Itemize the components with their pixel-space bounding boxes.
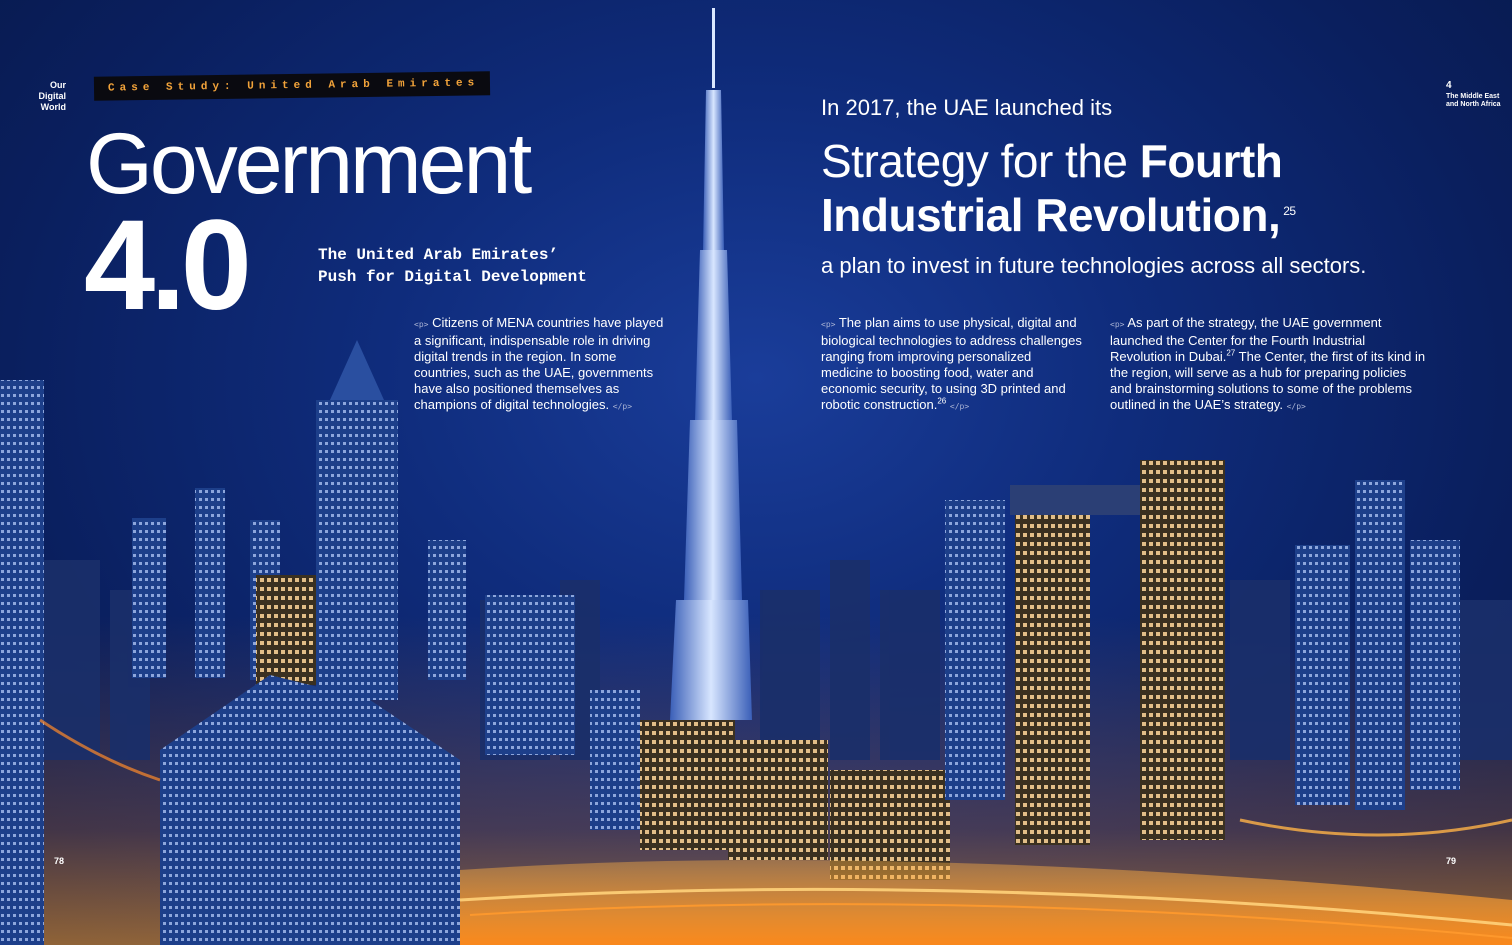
title-word: Government [86, 116, 532, 212]
close-marker: </p> [949, 402, 970, 411]
chapter-number: 4 [1446, 80, 1452, 91]
burj-khalifa [670, 8, 752, 720]
close-marker: </p> [612, 402, 633, 411]
highway-light-trails [39, 718, 1512, 945]
subtitle: The United Arab Emirates’ Push for Digit… [318, 246, 587, 286]
chapter-label: The Middle East and North Africa [1446, 93, 1501, 108]
footnote-ref-26: 26 [937, 396, 947, 406]
left-edge-tower [0, 380, 44, 945]
footnote-ref-27: 27 [1226, 348, 1236, 358]
mid-blocks [590, 690, 950, 880]
running-head-right: 4 The Middle East and North Africa [1446, 80, 1506, 109]
page-number-left: 78 [54, 856, 65, 866]
headline-bold-2: Industrial Revolution, [821, 189, 1281, 241]
open-marker: <p> [821, 320, 836, 329]
close-marker: </p> [1286, 402, 1306, 411]
title-number: 4.0 [84, 194, 252, 337]
foreground-glass-tower [160, 675, 460, 945]
pull-quote-tail: a plan to invest in future technologies … [821, 253, 1367, 278]
pull-quote-lead: In 2017, the UAE launched its [821, 95, 1113, 120]
body-column-1-text: Citizens of MENA countries have played a… [414, 315, 664, 412]
body-column-3-text-b: The Center, the first of its kind in the… [1110, 349, 1426, 412]
running-head-left: Our Digital World [38, 80, 66, 112]
body-column-2-text: The plan aims to use physical, digital a… [821, 315, 1082, 412]
body-column-3: <p> As part of the strategy, the UAE gov… [1110, 315, 1426, 415]
body-column-1: <p> Citizens of MENA countries have play… [414, 315, 670, 415]
open-marker: <p> [414, 320, 429, 329]
right-towers [945, 460, 1460, 845]
headline-bold-1: Fourth [1139, 135, 1283, 187]
pull-quote-headline: Strategy for the Fourth Industrial Revol… [821, 134, 1296, 242]
headline-normal: Strategy for the [821, 135, 1140, 187]
body-column-2: <p> The plan aims to use physical, digit… [821, 315, 1083, 415]
footnote-ref-25: 25 [1283, 203, 1296, 218]
left-towers [132, 340, 575, 755]
page-number-right: 79 [1446, 856, 1457, 866]
open-marker: <p> [1110, 320, 1125, 329]
body-column-3-text-a: As part of the strategy, the UAE governm… [1110, 315, 1382, 364]
